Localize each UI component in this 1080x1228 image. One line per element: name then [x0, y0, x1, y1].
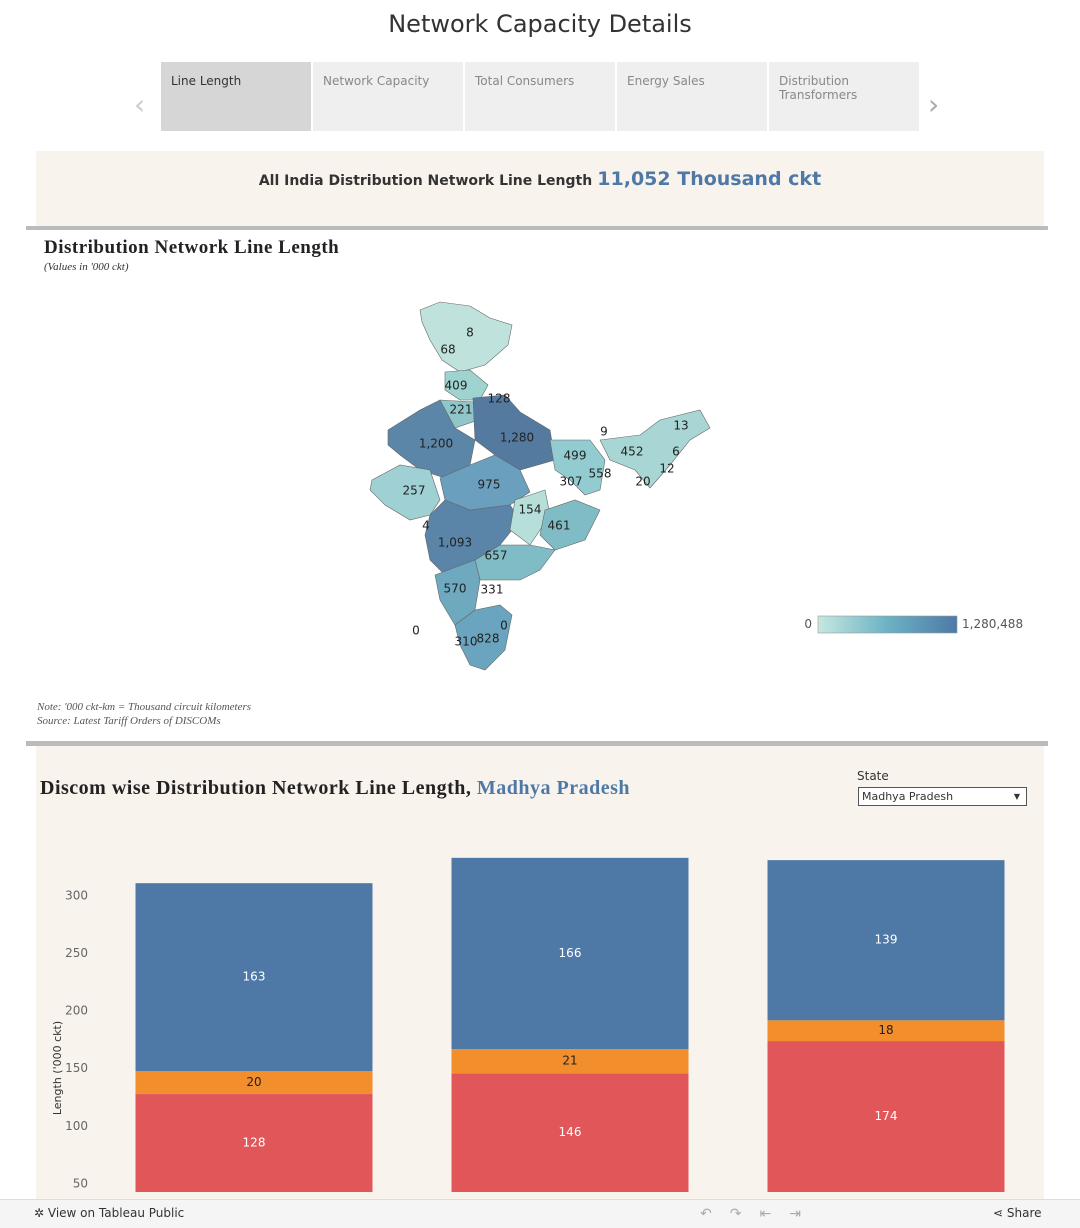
- region-label: 310: [455, 635, 478, 649]
- region-label: 1,280: [500, 431, 534, 445]
- region-label: 409: [445, 379, 468, 393]
- tab[interactable]: Energy Sales: [617, 62, 767, 131]
- region-label: 331: [481, 583, 504, 597]
- kpi-value: 11,052 Thousand ckt: [597, 168, 822, 190]
- map: 8 68 409 128 221 1,200 1,280 9 13 499 452 6 558 12 307…: [369, 301, 958, 671]
- dropdown-arrow: ▼: [1013, 792, 1020, 801]
- page-title: Network Capacity Details: [388, 10, 692, 38]
- bar-segment: [135, 1094, 373, 1192]
- y-tick-label: 200: [65, 1004, 88, 1018]
- region-label: 452: [621, 445, 644, 459]
- region-label: 6: [672, 445, 680, 459]
- bar-value-label: 166: [559, 946, 582, 960]
- region: [454, 604, 513, 671]
- note: Note: '000 ckt-km = Thousand circuit kil…: [37, 701, 252, 713]
- tab[interactable]: Distribution Transformers: [769, 62, 919, 131]
- map-subtitle: (Values in '000 ckt): [44, 261, 129, 273]
- y-tick-label: 300: [65, 888, 88, 902]
- toolbar-icons: ↶↷⇤⇥: [700, 1206, 819, 1222]
- region-label: 13: [673, 419, 688, 433]
- tableau-link[interactable]: ✲ View on Tableau Public: [34, 1206, 185, 1220]
- bar-chart: 50 100 150 200 250 300 Length ('000 ckt) 128 20 1…: [51, 857, 1005, 1192]
- bar-segment: [135, 1071, 373, 1095]
- bar-segment: [767, 1041, 1005, 1192]
- state-dropdown[interactable]: Madhya Pradesh ▼: [858, 787, 1027, 806]
- legend-min: 0: [804, 617, 812, 631]
- region-label: 221: [450, 403, 473, 417]
- region-label: 461: [548, 519, 571, 533]
- tab[interactable]: Total Consumers: [465, 62, 615, 131]
- region-label: 975: [478, 478, 501, 492]
- chart-title-text: Discom wise Distribution Network Line Le…: [40, 777, 472, 799]
- divider: [26, 741, 1048, 746]
- region-label: 307: [560, 475, 583, 489]
- bar-value-label: 174: [875, 1109, 898, 1123]
- tab[interactable]: Network Capacity: [313, 62, 463, 131]
- next-arrow[interactable]: ›: [928, 88, 940, 121]
- bar-value-label: 163: [243, 970, 266, 984]
- kpi-banner: [36, 151, 1044, 226]
- prev-arrow[interactable]: ‹: [134, 88, 146, 121]
- region-label: 570: [444, 582, 467, 596]
- legend-gradient: [817, 615, 958, 634]
- filter-label: State: [857, 769, 889, 783]
- region: [509, 489, 551, 546]
- region-label: 12: [659, 462, 674, 476]
- bar-segment: [451, 857, 689, 1050]
- bar-segment: [767, 1020, 1005, 1042]
- share-button[interactable]: ⋖ Share: [993, 1206, 1042, 1220]
- bar-segment: [767, 860, 1005, 1021]
- bar-segment: [451, 1049, 689, 1074]
- tab[interactable]: Line Length: [161, 62, 311, 131]
- region: [599, 409, 711, 489]
- region-label: 828: [477, 632, 500, 646]
- region: [474, 544, 556, 581]
- region-label: 128: [488, 392, 511, 406]
- region-label: 0: [500, 619, 508, 633]
- y-tick-label: 50: [73, 1176, 88, 1190]
- tableau-link-text: View on Tableau Public: [47, 1206, 185, 1220]
- chart-title-state: Madhya Pradesh: [476, 777, 631, 799]
- bar-value-label: 146: [559, 1125, 582, 1139]
- bar-value-label: 18: [878, 1023, 893, 1037]
- region-label: 154: [519, 503, 542, 517]
- region: [539, 499, 601, 551]
- region-label: 9: [600, 425, 608, 439]
- bar-segment: [451, 1073, 689, 1192]
- bar-segment: [135, 883, 373, 1072]
- legend-max: 1,280,488: [962, 617, 1024, 631]
- kpi: All India Distribution Network Line Leng…: [36, 166, 1044, 194]
- region-label: 657: [485, 549, 508, 563]
- bar-value-label: 20: [246, 1075, 261, 1089]
- y-tick-label: 250: [65, 946, 88, 960]
- filter-value: Madhya Pradesh: [862, 790, 954, 803]
- bar-value-label: 21: [562, 1054, 577, 1068]
- bar-value-label: 128: [243, 1136, 266, 1150]
- region: [549, 439, 606, 496]
- source: Source: Latest Tariff Orders of DISCOMs: [37, 715, 221, 727]
- y-tick-label: 150: [65, 1061, 88, 1075]
- footer: [0, 1199, 1080, 1228]
- map-title: Distribution Network Line Length: [44, 237, 340, 258]
- region-label: 558: [589, 467, 612, 481]
- chart-title: Discom wise Distribution Network Line Le…: [40, 777, 630, 800]
- region-label: 20: [635, 475, 650, 489]
- region: [419, 301, 513, 373]
- region-label: 257: [403, 484, 426, 498]
- region-label: 1,093: [438, 536, 472, 550]
- y-axis-label: Length ('000 ckt): [51, 1021, 64, 1115]
- y-tick-label: 100: [65, 1119, 88, 1133]
- kpi-label: All India Distribution Network Line Leng…: [258, 173, 593, 189]
- bar-value-label: 139: [875, 933, 898, 947]
- region-label: 499: [564, 449, 587, 463]
- share-text: Share: [1006, 1206, 1042, 1220]
- divider: [26, 226, 1048, 230]
- region-label: 8: [466, 326, 474, 340]
- region-label: 4: [422, 519, 430, 533]
- region-label: 0: [412, 624, 420, 638]
- region-label: 1,200: [419, 437, 453, 451]
- region-label: 68: [440, 343, 455, 357]
